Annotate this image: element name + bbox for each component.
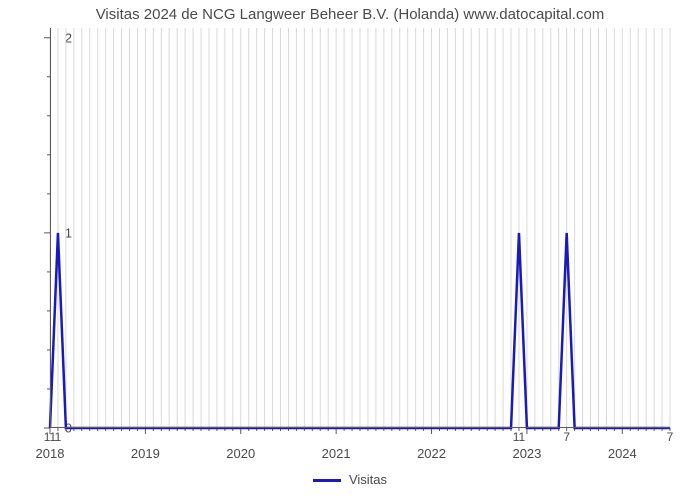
x-year-label: 2021 <box>322 446 351 461</box>
chart-container: Visitas 2024 de NCG Langweer Beheer B.V.… <box>0 0 700 500</box>
x-value-label: 7 <box>563 430 570 444</box>
chart-svg <box>50 28 670 428</box>
x-year-label: 2023 <box>512 446 541 461</box>
x-gridlines <box>50 28 670 428</box>
x-year-label: 2024 <box>608 446 637 461</box>
y-major-ticks <box>44 38 50 428</box>
x-year-label: 2020 <box>226 446 255 461</box>
legend: Visitas <box>0 472 700 487</box>
legend-swatch <box>313 479 341 482</box>
legend-label: Visitas <box>349 472 387 487</box>
chart-title: Visitas 2024 de NCG Langweer Beheer B.V.… <box>0 6 700 23</box>
x-year-label: 2019 <box>131 446 160 461</box>
x-year-label: 2022 <box>417 446 446 461</box>
plot-area <box>50 28 670 428</box>
x-value-label: 11 <box>513 430 525 444</box>
x-value-label: 1 <box>55 430 62 444</box>
x-year-label: 2018 <box>36 446 65 461</box>
x-value-label: 7 <box>667 430 674 444</box>
